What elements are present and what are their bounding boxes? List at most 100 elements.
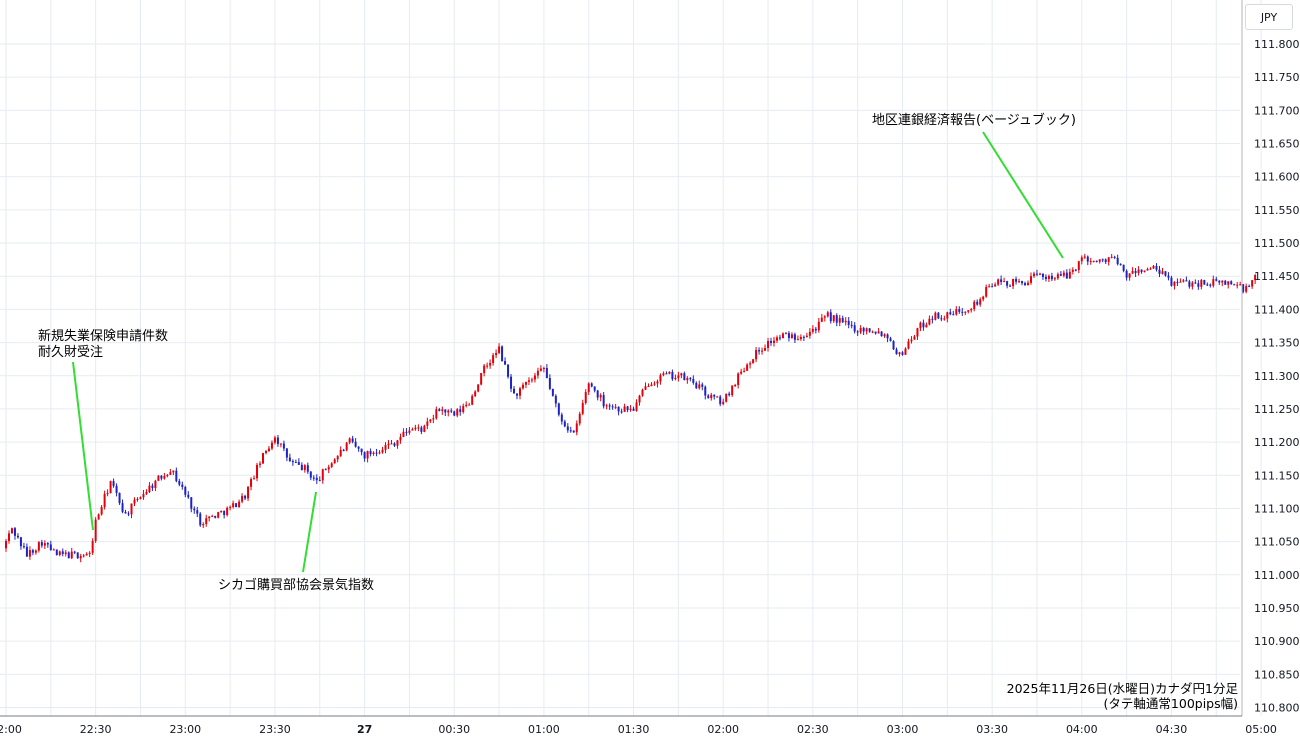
candle-body (1113, 256, 1116, 258)
candle-body (593, 386, 596, 391)
candle-body (489, 363, 492, 366)
candle-body (1009, 285, 1012, 287)
candle-body (115, 485, 118, 493)
candle-body (1179, 281, 1182, 283)
candle-body (345, 442, 348, 451)
annotation-pointer-line (982, 131, 1064, 259)
candle-body (689, 378, 692, 380)
x-tick-label: 27 (357, 723, 372, 736)
candle-body (814, 328, 817, 331)
candle-body (399, 437, 402, 441)
candle-body (327, 466, 330, 470)
candle-body (1221, 280, 1224, 283)
candle-body (279, 443, 282, 445)
candle-body (964, 311, 967, 313)
grid-layer (0, 0, 1262, 716)
candle-body (498, 346, 501, 353)
candle-body (1021, 281, 1024, 284)
candle-body (288, 457, 291, 462)
candle-body (1077, 261, 1080, 271)
candle-body (895, 349, 898, 355)
candle-body (847, 320, 850, 325)
candle-body (787, 333, 790, 339)
candle-body (997, 279, 1000, 285)
annotation-label: シカゴ購買部協会景気指数 (218, 577, 374, 593)
candle-body (1176, 281, 1179, 283)
candle-body (1110, 256, 1113, 258)
candle-body (638, 395, 641, 403)
candle-body (820, 317, 823, 322)
y-tick-label: 111.350 (1254, 337, 1300, 350)
candle-body (127, 513, 130, 515)
candle-body (1119, 264, 1122, 266)
candle-body (973, 301, 976, 309)
candle-body (270, 442, 273, 449)
candle-body (925, 324, 928, 328)
candle-body (1032, 273, 1035, 277)
candle-body (501, 346, 504, 362)
y-tick-label: 111.650 (1254, 138, 1300, 151)
candle-body (510, 376, 513, 389)
x-tick-label: 23:00 (169, 723, 201, 736)
candle-body (698, 384, 701, 389)
candle-body (952, 314, 955, 316)
candle-body (432, 418, 435, 420)
candle-body (474, 391, 477, 396)
candle-body (390, 443, 393, 445)
candle-body (832, 315, 835, 322)
candle-body (73, 551, 76, 553)
candle-body (25, 546, 28, 557)
y-tick-label: 111.050 (1254, 536, 1300, 549)
candle-body (1095, 260, 1098, 262)
candle-body (1161, 271, 1164, 274)
candle-body (40, 542, 43, 546)
candle-body (773, 340, 776, 343)
candle-body (955, 309, 958, 315)
candle-body (423, 425, 426, 432)
candle-body (635, 402, 638, 411)
candle-body (5, 540, 7, 549)
y-tick-label: 111.600 (1254, 171, 1300, 184)
candle-body (731, 385, 734, 396)
x-tick-label: 22:30 (80, 723, 112, 736)
candle-body (988, 286, 991, 288)
candle-body (1080, 257, 1083, 262)
candle-body (539, 368, 542, 371)
candle-body (303, 465, 306, 471)
candle-body (641, 389, 644, 396)
candle-body (626, 406, 629, 410)
candle-body (775, 337, 778, 341)
candle-body (922, 322, 925, 328)
candle-body (28, 550, 31, 557)
candle-body (259, 463, 262, 465)
candle-body (253, 478, 256, 480)
candle-body (405, 431, 408, 433)
candle-body (339, 449, 342, 457)
candle-body (211, 515, 214, 517)
candle-body (734, 385, 737, 387)
candle-body (1092, 260, 1095, 262)
candle-body (321, 469, 324, 481)
candle-body (1003, 281, 1006, 283)
y-tick-label: 111.150 (1254, 469, 1300, 482)
candle-body (853, 325, 856, 332)
candle-body (1206, 284, 1209, 286)
candle-body (312, 477, 315, 479)
candle-body (273, 437, 276, 443)
candle-body (1038, 273, 1041, 275)
candle-body (913, 336, 916, 340)
candle-body (1215, 279, 1218, 281)
candle-body (826, 312, 829, 317)
candle-body (1143, 270, 1146, 272)
candle-body (940, 318, 943, 320)
currency-badge[interactable]: JPY (1245, 4, 1293, 30)
x-tick-label: 05:00 (1245, 723, 1277, 736)
candle-body (79, 556, 82, 559)
candle-body (704, 386, 707, 396)
candle-body (55, 549, 58, 555)
candle-body (650, 384, 653, 387)
candle-body (1245, 286, 1248, 292)
candle-body (97, 514, 100, 520)
candle-body (214, 515, 217, 518)
